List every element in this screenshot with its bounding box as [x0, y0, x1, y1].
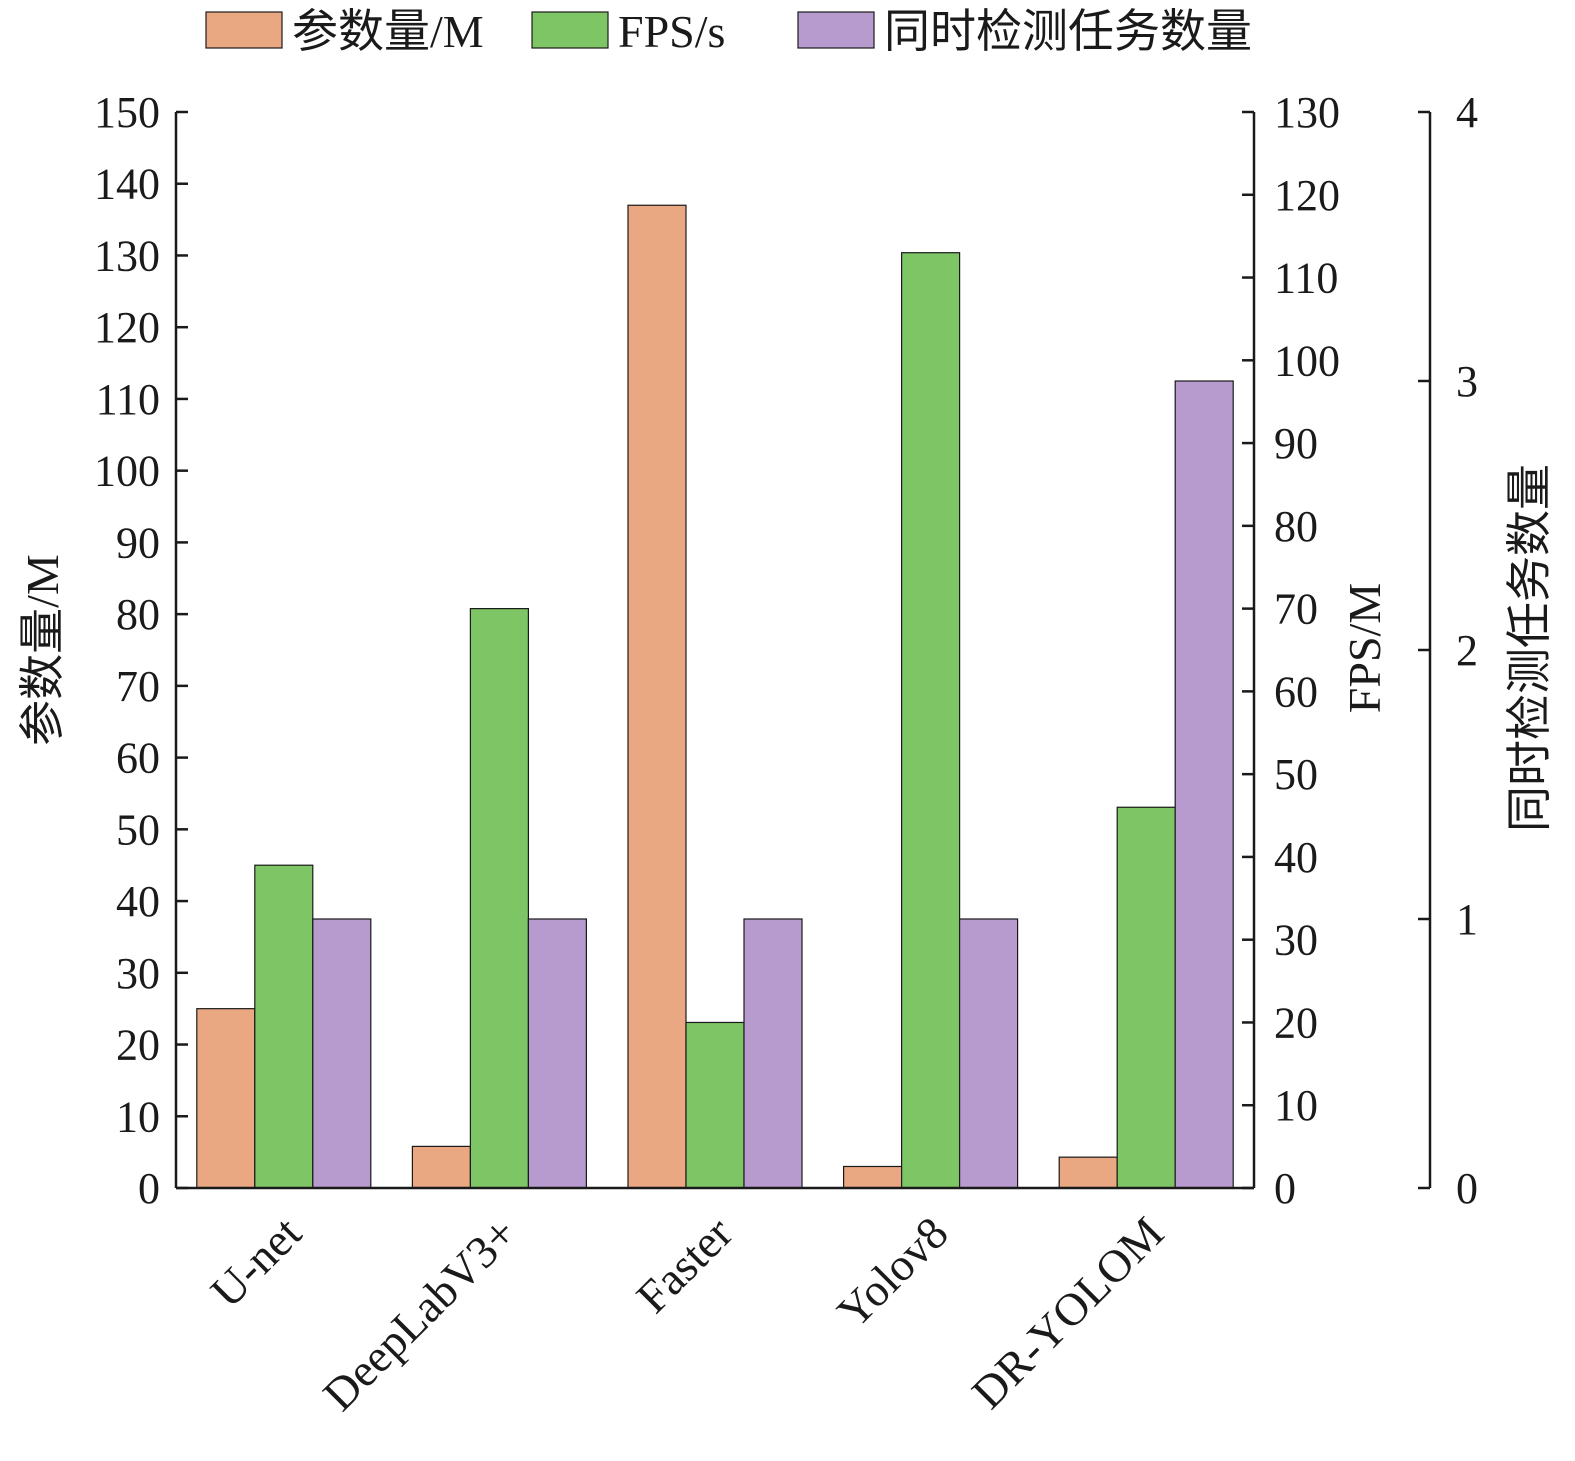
left-tick-label: 80: [116, 590, 160, 639]
category-label: Faster: [627, 1207, 743, 1323]
bar-u-net-s0: [196, 1008, 256, 1189]
legend-label: 同时检测任务数量: [884, 6, 1252, 57]
category-label: Yolov8: [827, 1207, 957, 1337]
right-tick-label: 120: [1274, 171, 1340, 220]
right-tick-label: 10: [1274, 1081, 1318, 1130]
right-tick-label: 100: [1274, 336, 1340, 385]
legend-label: 参数量/M: [292, 6, 484, 57]
right-tick-label: 40: [1274, 833, 1318, 882]
left-tick-label: 0: [138, 1164, 160, 1213]
left-tick-label: 20: [116, 1021, 160, 1070]
bar-deeplabv3--s1: [469, 608, 529, 1189]
right-tick-label: 0: [1274, 1164, 1296, 1213]
category-label: DeepLabV3+: [313, 1207, 526, 1420]
left-tick-label: 130: [94, 231, 160, 280]
bar-faster-s0: [627, 204, 687, 1189]
right-tick-label: 60: [1274, 667, 1318, 716]
right-tick-label: 20: [1274, 998, 1318, 1047]
left-tick-label: 50: [116, 805, 160, 854]
bar-faster-s1: [685, 1021, 745, 1189]
left-tick-label: 90: [116, 518, 160, 567]
third-tick-label: 0: [1456, 1164, 1478, 1213]
category-label: U-net: [201, 1207, 311, 1317]
left-tick-label: 110: [96, 375, 160, 424]
legend-label: FPS/s: [618, 6, 725, 57]
bar-deeplabv3--s2: [527, 918, 588, 1189]
left-tick-label: 30: [116, 949, 160, 998]
bar-faster-s2: [743, 918, 803, 1189]
third-tick-label: 3: [1456, 357, 1478, 406]
third-axis-title: 同时检测任务数量: [1504, 464, 1555, 832]
category-label: DR-YOLOM: [962, 1207, 1173, 1418]
bar-deeplabv3--s0: [411, 1145, 471, 1189]
left-tick-label: 120: [94, 303, 160, 352]
axes: 0102030405060708090100110120130140150010…: [17, 88, 1555, 1420]
legend-swatch: [531, 11, 609, 49]
legend-swatch: [797, 11, 875, 49]
right-tick-label: 30: [1274, 916, 1318, 965]
right-tick-label: 110: [1274, 254, 1338, 303]
right-tick-label: 50: [1274, 750, 1318, 799]
bar-yolov8-s0: [842, 1165, 903, 1189]
bar-yolov8-s2: [958, 918, 1019, 1189]
bar-yolov8-s1: [900, 252, 961, 1189]
left-tick-label: 100: [94, 447, 160, 496]
left-tick-label: 10: [116, 1092, 160, 1141]
third-tick-label: 1: [1456, 895, 1478, 944]
right-axis-title: FPS/M: [1339, 583, 1390, 713]
legend-swatch: [205, 11, 283, 49]
right-tick-label: 130: [1274, 88, 1340, 137]
legend: 参数量/M FPS/s 同时检测任务数量: [205, 6, 1252, 57]
bars: [196, 204, 1234, 1189]
bar-dr-yolom-s0: [1058, 1156, 1118, 1189]
right-tick-label: 80: [1274, 502, 1318, 551]
left-tick-label: 70: [116, 662, 160, 711]
left-tick-label: 150: [94, 88, 160, 137]
bar-dr-yolom-s2: [1174, 380, 1234, 1189]
third-tick-label: 2: [1456, 626, 1478, 675]
right-tick-label: 90: [1274, 419, 1318, 468]
left-tick-label: 60: [116, 734, 160, 783]
left-tick-label: 40: [116, 877, 160, 926]
left-tick-label: 140: [94, 160, 160, 209]
right-tick-label: 70: [1274, 585, 1318, 634]
bar-u-net-s1: [254, 864, 314, 1189]
bar-u-net-s2: [312, 918, 372, 1189]
third-tick-label: 4: [1456, 88, 1478, 137]
left-axis-title: 参数量/M: [17, 554, 68, 746]
bar-dr-yolom-s1: [1116, 806, 1176, 1189]
